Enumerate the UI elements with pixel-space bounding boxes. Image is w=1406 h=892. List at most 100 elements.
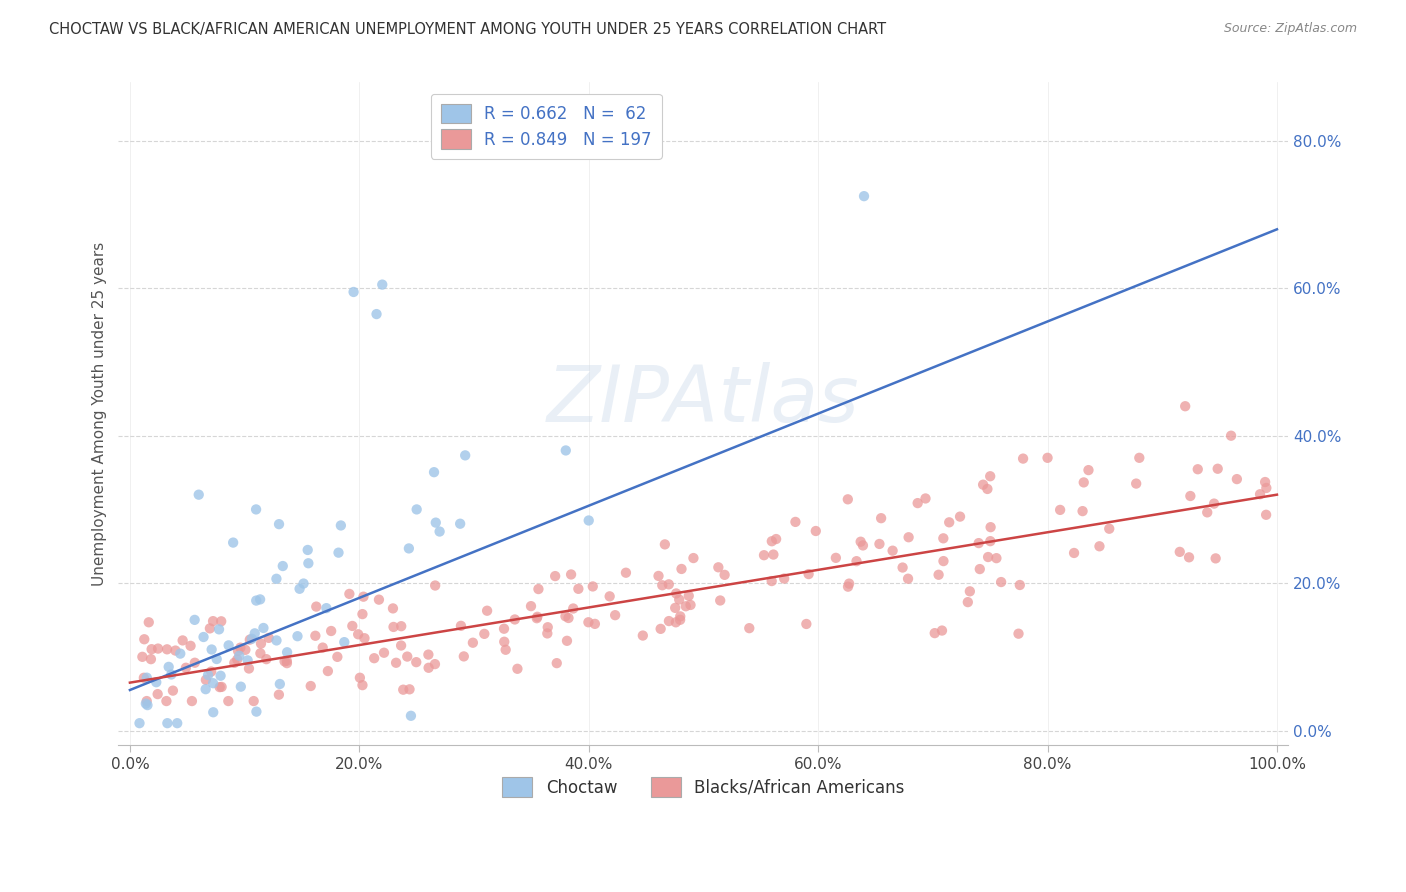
Point (931, 624, 953, 638)
Text: CHOCTAW VS BLACK/AFRICAN AMERICAN UNEMPLOYMENT AMONG YOUTH UNDER 25 YEARS CORREL: CHOCTAW VS BLACK/AFRICAN AMERICAN UNEMPL… (49, 22, 886, 37)
Point (299, 679, 322, 693)
Point (389, 639, 412, 653)
Point (132, 671, 155, 685)
Point (979, 469, 1001, 483)
Point (382, 620, 405, 634)
Point (647, 569, 669, 583)
Point (333, 635, 356, 649)
Point (337, 587, 360, 601)
Point (938, 516, 960, 530)
Point (665, 586, 688, 600)
Point (1197, 505, 1219, 519)
Point (202, 705, 225, 719)
Point (238, 661, 260, 675)
Point (423, 657, 446, 672)
Point (138, 615, 160, 630)
Point (418, 661, 440, 675)
Point (461, 636, 484, 650)
Point (156, 716, 179, 731)
Point (838, 576, 860, 591)
Point (312, 640, 335, 655)
Point (205, 652, 228, 666)
Point (271, 559, 294, 574)
Point (1125, 476, 1147, 491)
Point (165, 643, 187, 657)
Point (713, 567, 735, 582)
Point (276, 645, 298, 659)
Point (347, 627, 370, 641)
Point (1071, 504, 1094, 518)
Point (239, 632, 262, 647)
Point (654, 537, 676, 551)
Point (650, 622, 672, 636)
Point (211, 680, 233, 694)
Point (396, 649, 419, 664)
Point (1007, 626, 1029, 640)
Point (329, 518, 352, 533)
Point (209, 669, 232, 683)
Point (765, 532, 787, 546)
Point (276, 656, 298, 670)
Point (897, 530, 920, 544)
Point (194, 682, 217, 697)
Point (583, 616, 606, 631)
Point (267, 688, 290, 702)
Point (475, 604, 498, 618)
Point (707, 560, 730, 574)
Point (226, 652, 249, 666)
Point (128, 716, 150, 731)
Point (304, 629, 326, 643)
Point (342, 285, 364, 299)
Point (287, 629, 309, 643)
Point (146, 641, 169, 656)
Point (544, 569, 567, 583)
Point (494, 634, 516, 648)
Point (245, 593, 267, 607)
Point (162, 683, 184, 698)
Point (208, 680, 231, 694)
Point (785, 515, 807, 529)
Point (363, 651, 385, 665)
Point (924, 626, 946, 640)
Point (761, 534, 783, 549)
Point (269, 677, 291, 691)
Point (578, 615, 600, 630)
Point (200, 665, 222, 679)
Point (959, 584, 981, 599)
Point (399, 708, 422, 723)
Point (761, 574, 783, 588)
Point (218, 638, 240, 652)
Point (297, 543, 319, 558)
Point (197, 668, 219, 682)
Point (226, 644, 249, 658)
Point (398, 541, 420, 556)
Y-axis label: Unemployment Among Youth under 25 years: Unemployment Among Youth under 25 years (93, 242, 107, 586)
Legend: Choctaw, Blacks/African Americans: Choctaw, Blacks/African Americans (496, 771, 911, 804)
Point (249, 646, 271, 660)
Point (174, 661, 197, 675)
Point (1180, 489, 1202, 503)
Point (582, 579, 605, 593)
Point (526, 609, 548, 624)
Point (837, 580, 859, 594)
Point (315, 601, 337, 615)
Point (429, 524, 451, 539)
Point (976, 482, 998, 496)
Point (418, 648, 440, 662)
Point (449, 516, 471, 531)
Point (245, 502, 267, 516)
Point (423, 465, 446, 479)
Point (804, 524, 827, 538)
Point (1049, 503, 1071, 517)
Point (366, 307, 388, 321)
Point (425, 578, 447, 592)
Point (1174, 399, 1197, 413)
Point (527, 582, 550, 596)
Point (631, 629, 654, 643)
Point (554, 443, 576, 458)
Point (546, 656, 568, 670)
Point (141, 642, 163, 657)
Point (389, 619, 412, 633)
Point (136, 698, 159, 712)
Point (202, 614, 225, 628)
